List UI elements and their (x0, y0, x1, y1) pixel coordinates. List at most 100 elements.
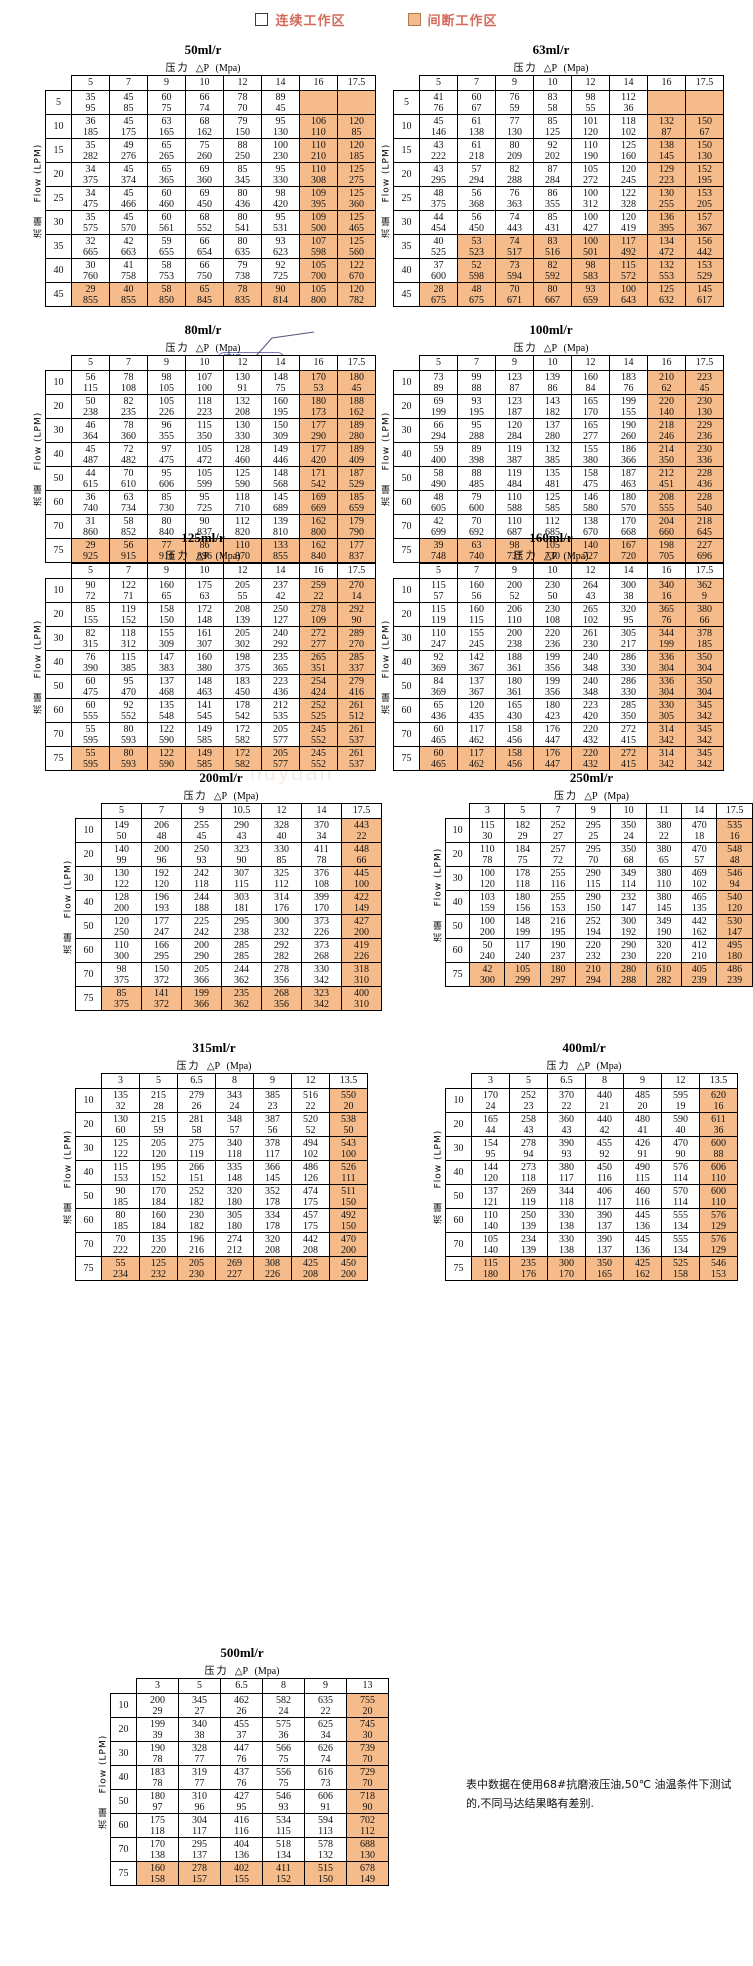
torque-value: 365 (659, 603, 674, 615)
torque-value: 69 (199, 163, 210, 175)
perf-cell: 336 304 (647, 650, 686, 675)
speed-value: 342 (314, 974, 329, 986)
perf-cell: 305 217 (609, 626, 648, 651)
perf-cell: 165 277 (571, 418, 610, 443)
table-row: 30 100 120 178 118 255 116 290 115 349 114 380 110 46… (444, 866, 753, 891)
speed-value: 134 (673, 1244, 688, 1256)
speed-value: 118 (521, 1172, 536, 1184)
torque-value: 172 (197, 603, 212, 615)
perf-cell: 362 9 (685, 578, 724, 603)
torque-value: 406 (597, 1185, 612, 1197)
perf-cell: 172 148 (185, 602, 224, 627)
speed-value: 40 (675, 1124, 686, 1136)
flow-axis-label: 流量 Flow (LPM) (33, 143, 45, 239)
perf-cell: 112 685 (533, 514, 572, 539)
torque-value: 348 (227, 1113, 242, 1125)
torque-value: 60 (433, 723, 444, 735)
torque-value: 118 (621, 115, 636, 127)
perf-cell: 345 342 (685, 746, 724, 771)
speed-value: 552 (121, 710, 136, 722)
perf-cell: 348 57 (215, 1112, 254, 1137)
torque-value: 540 (727, 891, 743, 903)
torque-value: 300 (621, 579, 636, 591)
pressure-column-header: 13.5 (699, 1073, 738, 1089)
torque-value: 70 (123, 467, 134, 479)
speed-value: 87 (509, 382, 520, 394)
speed-value: 115 (276, 1825, 291, 1837)
flow-row-header: 40 (45, 442, 72, 467)
speed-value: 645 (697, 526, 712, 538)
table-corner (76, 804, 102, 819)
speed-value: 342 (314, 998, 329, 1010)
speed-value: 72 (552, 854, 563, 866)
speed-value: 44 (485, 1124, 496, 1136)
speed-value: 153 (550, 902, 566, 914)
perf-cell: 281 58 (177, 1112, 216, 1137)
speed-value: 159 (479, 902, 495, 914)
speed-value: 45 (351, 382, 362, 394)
torque-value: 295 (585, 843, 601, 855)
perf-cell: 318 310 (341, 962, 382, 987)
speed-value: 575 (83, 222, 98, 234)
speed-value: 115 (83, 382, 98, 394)
speed-value: 195 (550, 926, 566, 938)
torque-value: 437 (234, 1766, 249, 1778)
torque-value: 295 (234, 915, 249, 927)
torque-value: 63 (471, 539, 482, 551)
perf-cell: 145 689 (261, 490, 300, 515)
perf-cell: 292 282 (261, 938, 302, 963)
table-title: 315ml/r (192, 1040, 236, 1055)
torque-value: 80 (547, 283, 558, 295)
table-row: 75 55 234 125 232 205 230 269 227 308 226 425 208 450… (75, 1256, 368, 1281)
perf-cell: 162 840 (299, 538, 338, 563)
torque-value: 153 (697, 187, 712, 199)
continuous-swatch-icon (255, 13, 269, 26)
table-title: 50ml/r (184, 42, 222, 57)
perf-cell: 183 76 (609, 370, 648, 395)
perf-cell: 445 136 (623, 1232, 662, 1257)
speed-value: 692 (469, 526, 484, 538)
torque-value: 183 (621, 371, 636, 383)
table-row: 35 40 525 53 523 74 517 83 516 100 501 117 492 134 472… (393, 234, 724, 259)
torque-value: 445 (354, 867, 369, 879)
speed-value: 97 (152, 1801, 163, 1813)
perf-cell: 373 268 (301, 938, 342, 963)
pressure-axis-caption: 压力 △P (Mpa) (546, 1061, 622, 1072)
speed-value: 217 (621, 638, 636, 650)
perf-cell: 75 260 (185, 138, 224, 163)
torque-value: 526 (341, 1161, 356, 1173)
perf-cell: 80 840 (147, 514, 186, 539)
perf-cell: 122 328 (609, 186, 648, 211)
torque-value: 146 (583, 491, 598, 503)
torque-value: 257 (550, 843, 566, 855)
perf-cell: 220 140 (647, 394, 686, 419)
perf-cell: 230 336 (685, 442, 724, 467)
torque-value: 349 (621, 867, 637, 879)
perf-cell: 65 845 (185, 282, 224, 307)
torque-value: 184 (515, 843, 531, 855)
torque-value: 285 (621, 699, 636, 711)
speed-value: 90 (675, 1148, 686, 1160)
torque-value: 305 (227, 1209, 242, 1221)
speed-value: 118 (150, 1825, 165, 1837)
torque-value: 135 (545, 467, 560, 479)
speed-value: 76 (661, 614, 672, 626)
speed-value: 237 (550, 950, 566, 962)
torque-value: 157 (697, 211, 712, 223)
speed-value: 260 (621, 430, 636, 442)
torque-value: 78 (237, 283, 248, 295)
torque-value: 48 (433, 491, 444, 503)
torque-value: 140 (583, 539, 598, 551)
perf-cell: 625 34 (304, 1717, 347, 1742)
flow-row-header: 20 (393, 162, 420, 187)
perf-cell: 490 115 (623, 1160, 662, 1185)
perf-cell: 205 366 (181, 962, 222, 987)
speed-value: 178 (265, 1196, 280, 1208)
speed-value: 238 (234, 926, 249, 938)
speed-value: 91 (637, 1148, 648, 1160)
torque-value: 122 (159, 747, 174, 759)
perf-cell: 76 390 (71, 650, 110, 675)
speed-value: 239 (727, 974, 743, 986)
speed-value: 116 (550, 878, 566, 890)
speed-value: 200 (479, 926, 495, 938)
